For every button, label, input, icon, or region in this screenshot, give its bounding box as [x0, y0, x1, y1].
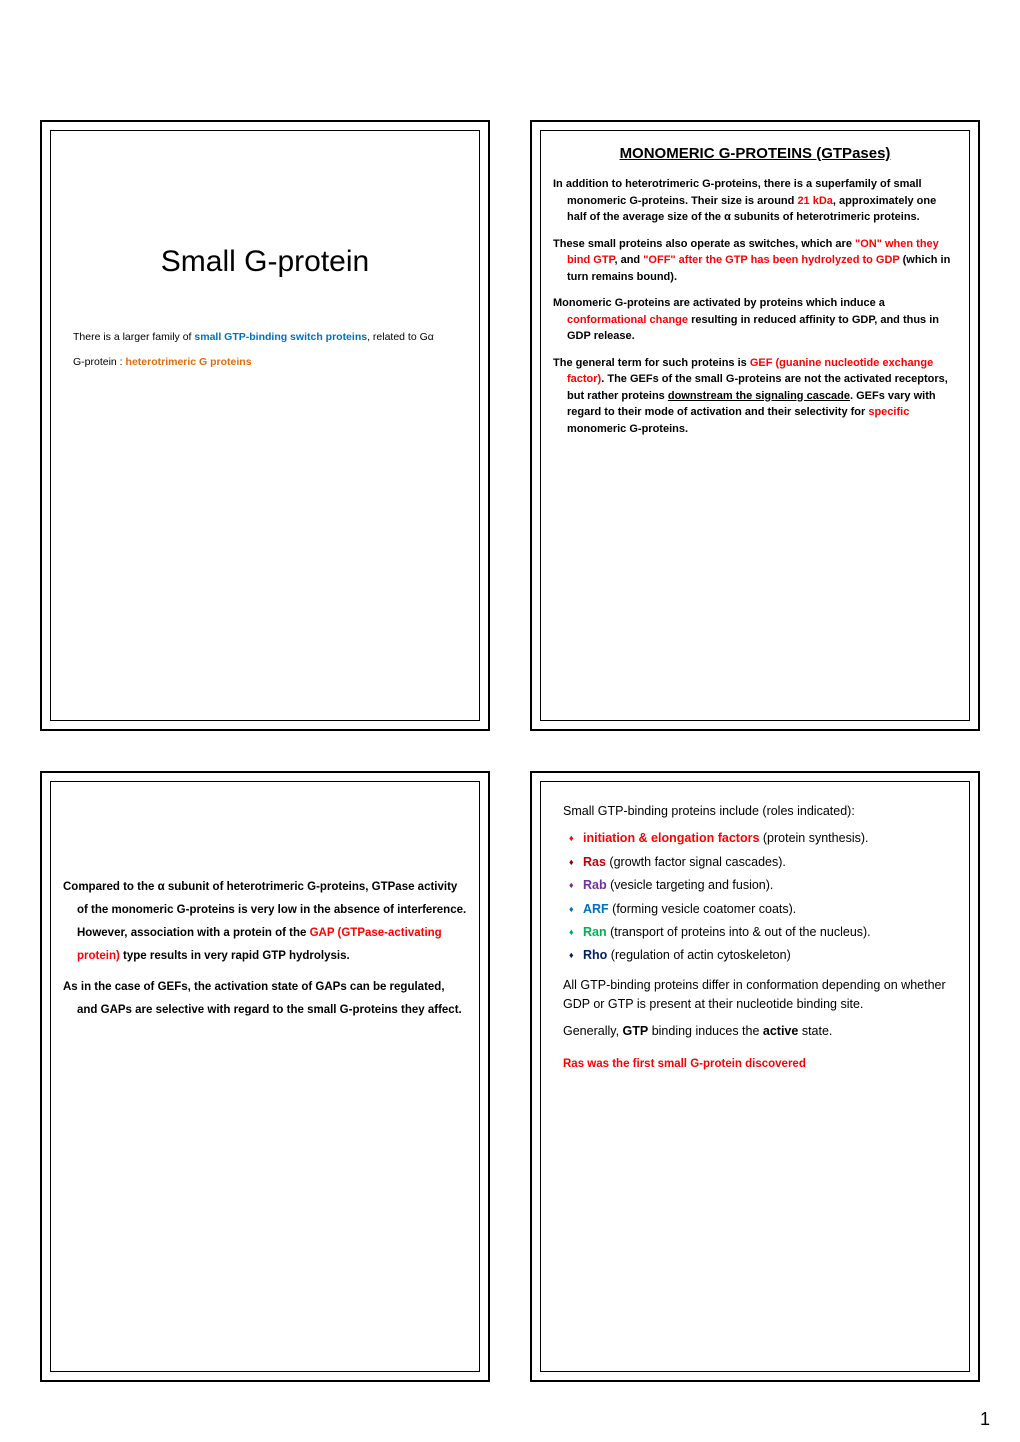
text: binding induces the	[648, 1024, 763, 1038]
list-item-label: Ras	[583, 855, 606, 869]
text-red: 21 kDa	[797, 195, 832, 207]
slide-3-inner: Compared to the α subunit of heterotrime…	[50, 781, 480, 1372]
slide-2: MONOMERIC G-PROTEINS (GTPases) In additi…	[530, 120, 980, 731]
slide-1-body: There is a larger family of small GTP-bi…	[63, 329, 467, 371]
list-item-label: initiation & elongation factors	[583, 831, 759, 845]
list-item: Rab (vesicle targeting and fusion).	[563, 876, 947, 895]
text: type results in very rapid GTP hydrolysi…	[120, 950, 350, 962]
text-alpha: α	[724, 211, 731, 223]
list-item-label: Rab	[583, 878, 607, 892]
text-highlight: heterotrimeric G proteins	[126, 356, 252, 368]
slide-3-p1: Compared to the α subunit of heterotrime…	[63, 876, 467, 968]
list-item-desc: (growth factor signal cascades).	[606, 855, 786, 869]
slide-2-p4: The general term for such proteins is GE…	[553, 355, 957, 438]
text: subunits of heterotrimeric proteins.	[731, 211, 920, 223]
text: state.	[798, 1024, 832, 1038]
list-item-desc: (vesicle targeting and fusion).	[607, 878, 774, 892]
slide-2-p3: Monomeric G-proteins are activated by pr…	[553, 295, 957, 345]
text: ll GTP-binding proteins differ in confor…	[563, 978, 946, 1011]
text: , and	[614, 254, 643, 266]
slide-1: Small G-protein There is a larger family…	[40, 120, 490, 731]
list-item-label: ARF	[583, 902, 609, 916]
text-bold: GTP	[623, 1024, 649, 1038]
slide-4: Small GTP-binding proteins include (role…	[530, 771, 980, 1382]
text: The general term for such proteins is	[553, 357, 750, 369]
list-item: ARF (forming vesicle coatomer coats).	[563, 900, 947, 919]
text-red: "OFF" after the GTP has been hydrolyzed …	[643, 254, 899, 266]
slide-1-title: Small G-protein	[63, 245, 467, 279]
slide-3: Compared to the α subunit of heterotrime…	[40, 771, 490, 1382]
slide-3-p2: As in the case of GEFs, the activation s…	[63, 976, 467, 1022]
list-item: Rho (regulation of actin cytoskeleton)	[563, 946, 947, 965]
text-red: specific	[868, 406, 909, 418]
slide-2-body: In addition to heterotrimeric G-proteins…	[553, 176, 957, 437]
text-alpha: α	[158, 881, 165, 893]
text-red: conformational change	[567, 314, 691, 326]
slide-4-p3: Generally, GTP binding induces the activ…	[563, 1022, 947, 1041]
slide-2-p2: These small proteins also operate as swi…	[553, 236, 957, 286]
text: Generally,	[563, 1024, 623, 1038]
text-underline: downstream the signaling cascade	[668, 390, 850, 402]
slide-2-p1: In addition to heterotrimeric G-proteins…	[553, 176, 957, 226]
text: G-protein :	[73, 356, 126, 368]
list-item-label: Ran	[583, 925, 607, 939]
slide-4-intro: Small GTP-binding proteins include (role…	[563, 802, 947, 821]
slide-4-p2: All GTP-binding proteins differ in confo…	[563, 976, 947, 1015]
list-item-desc: (protein synthesis).	[759, 831, 868, 845]
text: Monomeric G-proteins are activated by pr…	[553, 297, 885, 309]
slide-3-body: Compared to the α subunit of heterotrime…	[63, 876, 467, 1022]
slide-1-inner: Small G-protein There is a larger family…	[50, 130, 480, 721]
slide-4-body: Small GTP-binding proteins include (role…	[553, 796, 957, 1088]
text: , related to G	[367, 331, 428, 343]
list-item-desc: (regulation of actin cytoskeleton)	[607, 948, 790, 962]
list-item-desc: (forming vesicle coatomer coats).	[609, 902, 797, 916]
list-item: Ras (growth factor signal cascades).	[563, 853, 947, 872]
page-number: 1	[980, 1409, 990, 1430]
text: Compared to the	[63, 881, 158, 893]
list-item-desc: (transport of proteins into & out of the…	[607, 925, 871, 939]
text-alpha: α	[428, 331, 434, 343]
text: monomeric G-proteins.	[567, 423, 688, 435]
text: There is a larger family of	[73, 331, 194, 343]
slide-2-title: MONOMERIC G-PROTEINS (GTPases)	[553, 145, 957, 162]
text: These small proteins also operate as swi…	[553, 238, 855, 250]
slide-1-line-1: There is a larger family of small GTP-bi…	[73, 329, 457, 346]
text-highlight: small GTP-binding switch proteins	[194, 331, 367, 343]
slide-4-list: initiation & elongation factors (protein…	[563, 829, 947, 965]
text-bold: active	[763, 1024, 798, 1038]
slide-2-inner: MONOMERIC G-PROTEINS (GTPases) In additi…	[540, 130, 970, 721]
slide-4-p4: Ras was the first small G-protein discov…	[563, 1056, 947, 1074]
slide-grid: Small G-protein There is a larger family…	[0, 0, 1020, 1442]
list-item-label: Rho	[583, 948, 607, 962]
slide-4-inner: Small GTP-binding proteins include (role…	[540, 781, 970, 1372]
slide-1-line-2: G-protein : heterotrimeric G proteins	[73, 354, 457, 371]
list-item: Ran (transport of proteins into & out of…	[563, 923, 947, 942]
list-item: initiation & elongation factors (protein…	[563, 829, 947, 848]
